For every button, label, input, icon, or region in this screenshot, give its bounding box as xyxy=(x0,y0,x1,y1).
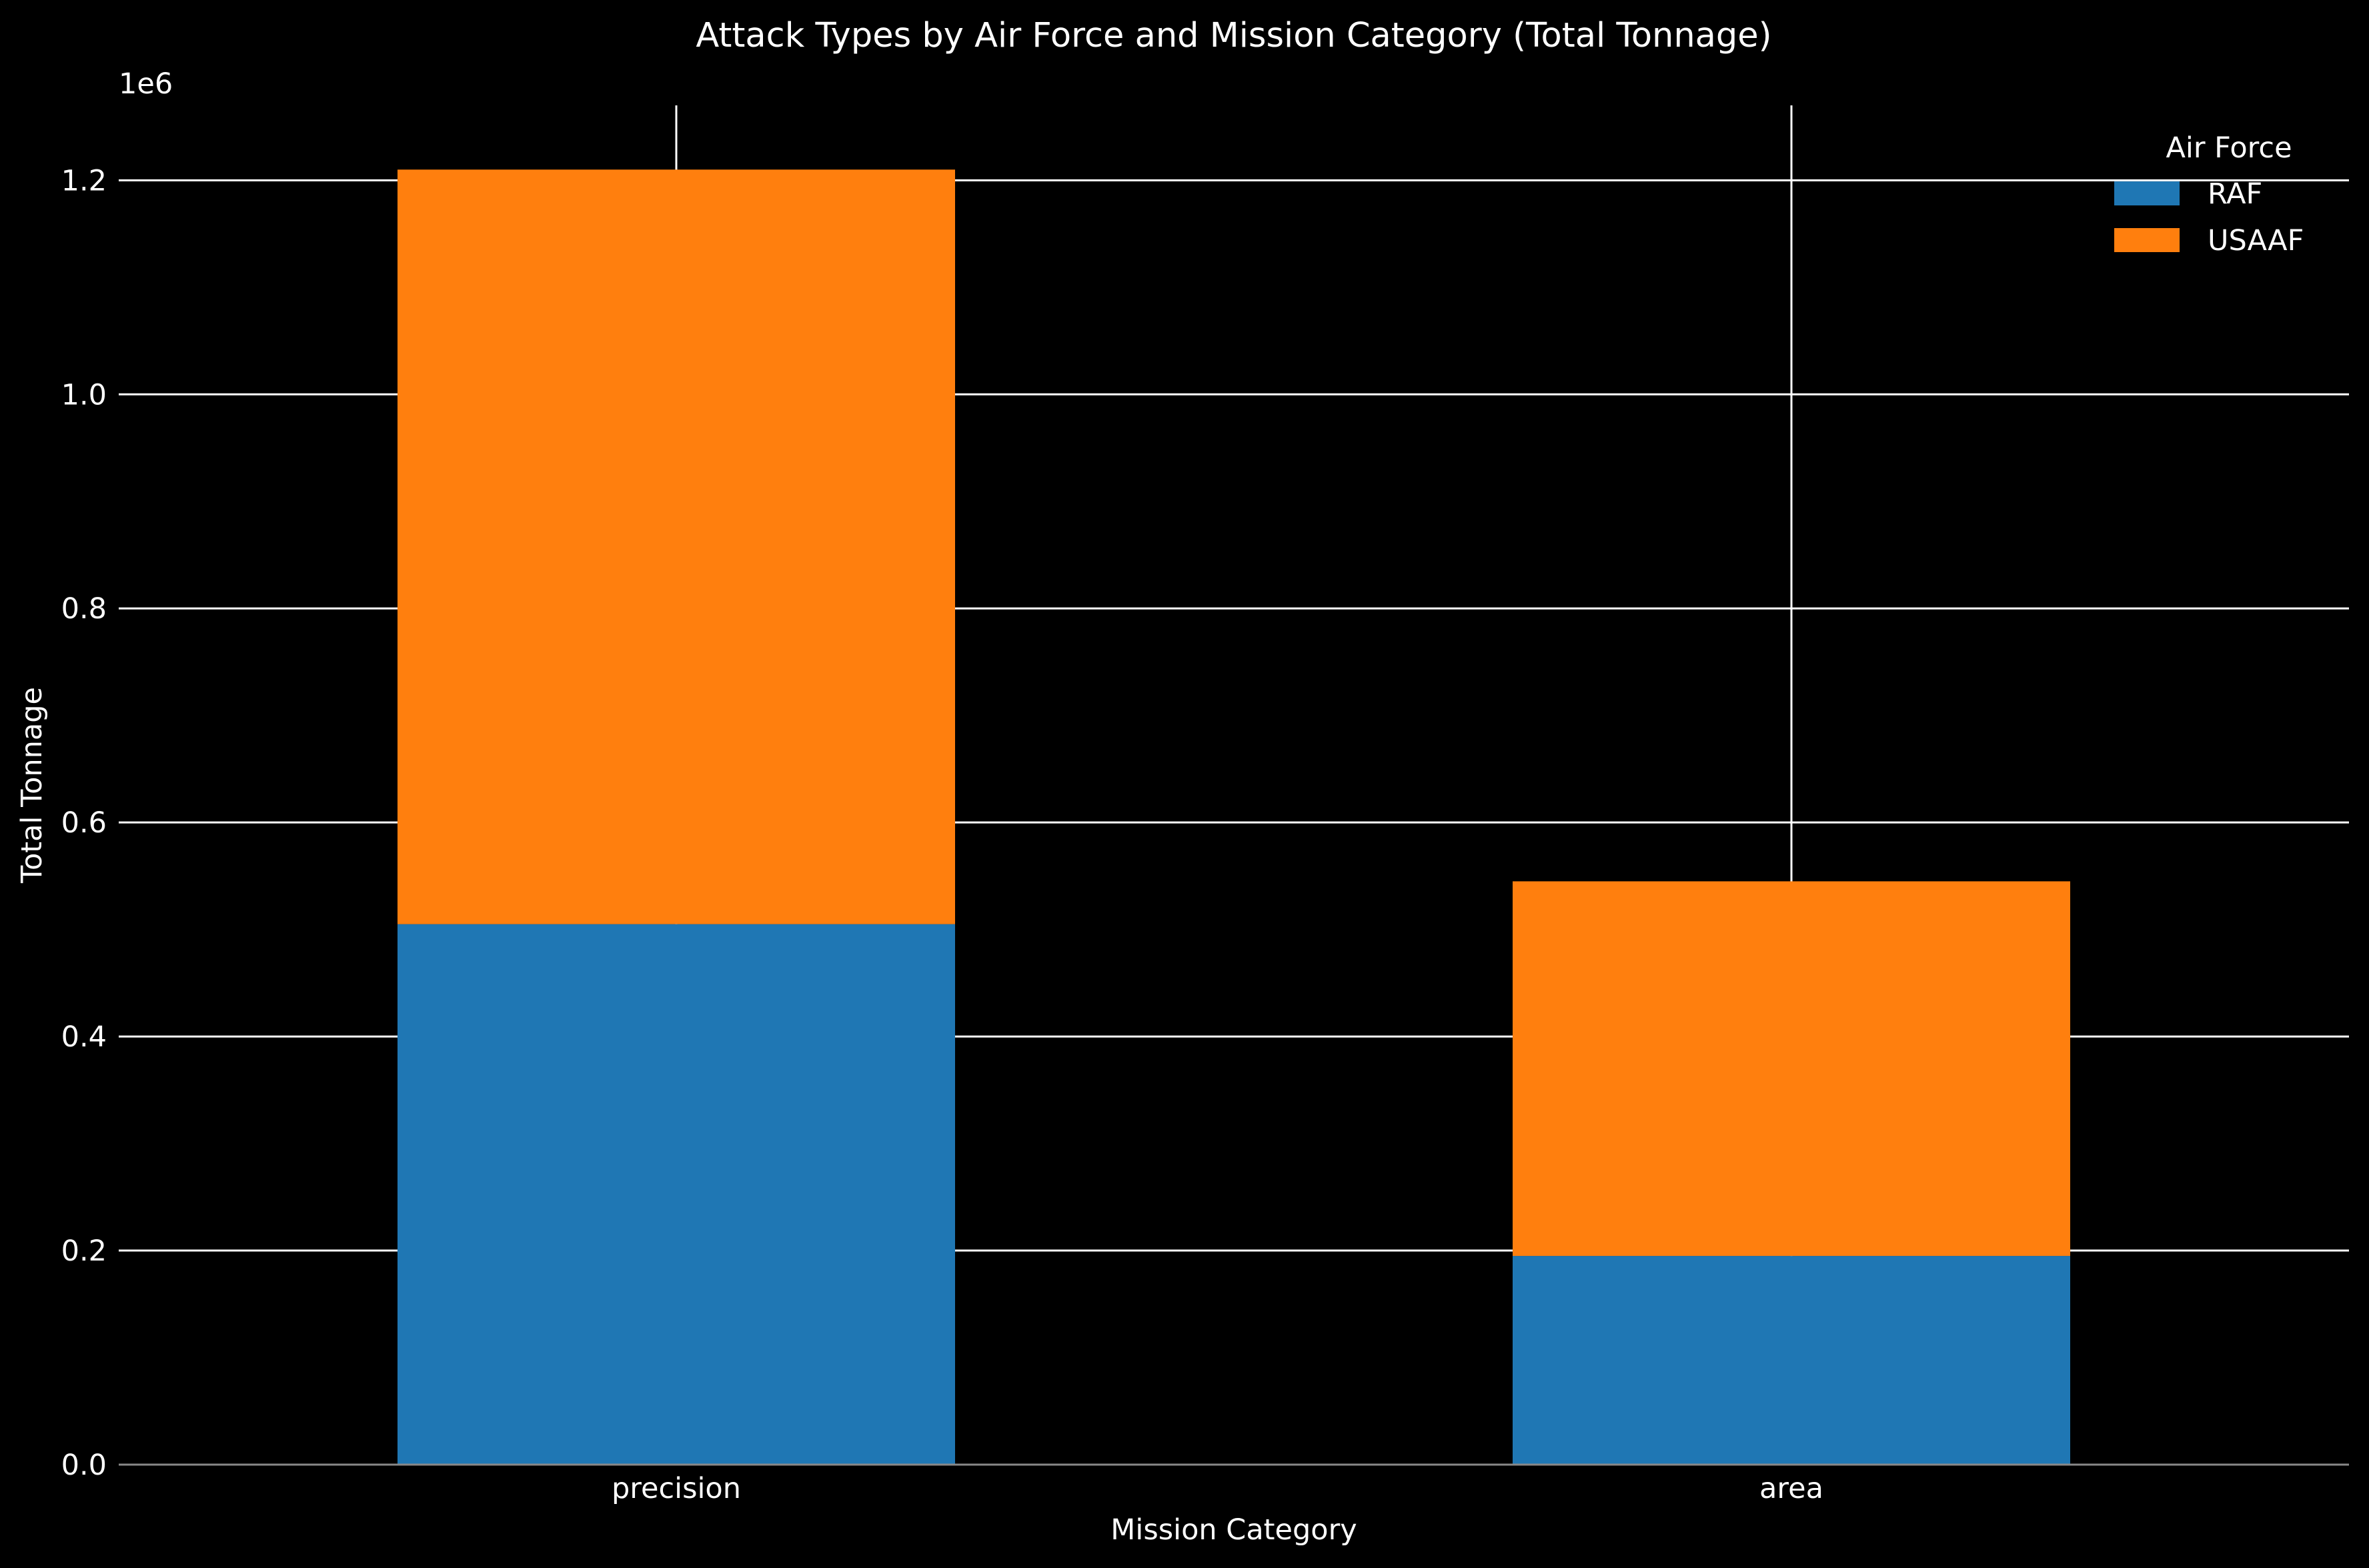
bar-usaaf-area xyxy=(1513,881,2070,1257)
x-tick-labels: precision area xyxy=(612,1472,1823,1505)
y-tick-label: 1.0 xyxy=(61,378,107,412)
bar-raf-area xyxy=(1513,1256,2070,1465)
legend-swatch-usaaf xyxy=(2114,228,2180,252)
x-tick-label-precision: precision xyxy=(612,1472,741,1505)
bars xyxy=(398,169,2070,1465)
legend-swatch-raf xyxy=(2114,181,2180,205)
y-tick-label: 0.6 xyxy=(61,806,107,840)
legend-title: Air Force xyxy=(2166,131,2292,165)
legend: Air Force RAF USAAF xyxy=(2114,131,2304,257)
y-tick-labels: 0.0 0.2 0.4 0.6 0.8 1.0 1.2 xyxy=(61,164,107,1482)
y-tick-label: 0.4 xyxy=(61,1020,107,1054)
y-tick-label: 0.0 xyxy=(61,1449,107,1482)
y-tick-label: 0.2 xyxy=(61,1235,107,1268)
x-axis-label: Mission Category xyxy=(1110,1513,1357,1547)
legend-label-usaaf: USAAF xyxy=(2208,224,2304,257)
chart-title: Attack Types by Air Force and Mission Ca… xyxy=(696,16,1771,55)
y-axis-offset-label: 1e6 xyxy=(119,67,173,101)
legend-label-raf: RAF xyxy=(2208,177,2262,211)
bar-raf-precision xyxy=(398,924,955,1465)
legend-items: RAF USAAF xyxy=(2114,177,2304,257)
x-tick-label-area: area xyxy=(1759,1472,1823,1505)
y-tick-label: 1.2 xyxy=(61,164,107,197)
y-tick-label: 0.8 xyxy=(61,592,107,626)
y-axis-label: Total Tonnage xyxy=(15,687,49,884)
bar-usaaf-precision xyxy=(398,169,955,924)
